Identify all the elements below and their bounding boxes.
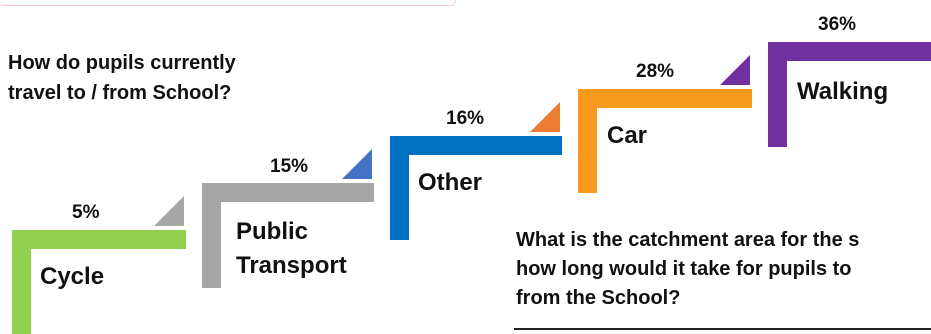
step-percent-walking: 36% xyxy=(818,14,856,35)
step-label-car: Car xyxy=(607,122,647,149)
step-label-public-transport: Transport xyxy=(236,252,347,279)
step-label-public-transport: Public xyxy=(236,218,308,245)
step-percent-car: 28% xyxy=(636,61,674,82)
step-arrow-triangle xyxy=(342,149,372,179)
step-arrow-triangle xyxy=(530,102,560,132)
divider-line xyxy=(514,328,931,330)
step-percent-other: 16% xyxy=(446,108,484,129)
step-shape-walking xyxy=(768,42,931,147)
step-arrow-triangle xyxy=(720,55,750,85)
step-label-other: Other xyxy=(418,169,482,196)
step-shape-public-transport xyxy=(202,183,374,288)
step-shape-other xyxy=(390,136,562,240)
step-shape-car xyxy=(578,89,752,193)
step-label-cycle: Cycle xyxy=(40,263,104,290)
step-percent-cycle: 5% xyxy=(72,202,100,223)
travel-question: How do pupils currently travel to / from… xyxy=(8,52,236,104)
step-label-walking: Walking xyxy=(797,78,888,105)
step-arrow-triangle xyxy=(154,196,184,226)
catchment-question: What is the catchment area for the s how… xyxy=(516,229,860,309)
step-shape-cycle xyxy=(12,230,186,334)
step-percent-public-transport: 15% xyxy=(270,156,308,177)
